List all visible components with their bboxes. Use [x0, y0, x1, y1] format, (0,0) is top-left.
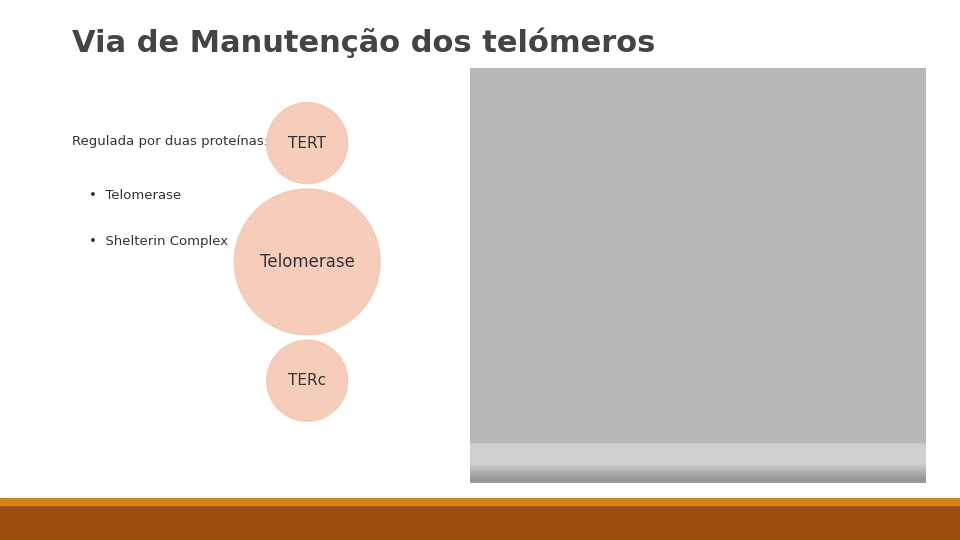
Bar: [470, 443, 926, 463]
Bar: [0, 500, 960, 540]
Bar: [470, 454, 926, 475]
Text: •  Shelterin Complex: • Shelterin Complex: [89, 235, 228, 248]
Bar: [470, 450, 926, 471]
Bar: [470, 451, 926, 472]
Bar: [0, 498, 960, 505]
Ellipse shape: [267, 340, 348, 421]
Bar: [470, 444, 926, 464]
Text: TERc: TERc: [288, 373, 326, 388]
Bar: [470, 447, 926, 468]
Text: TERT: TERT: [288, 136, 326, 151]
Bar: [470, 460, 926, 480]
Bar: [470, 449, 926, 470]
Text: Telomerase: Telomerase: [260, 253, 354, 271]
Bar: [470, 452, 926, 473]
Bar: [470, 455, 926, 476]
Ellipse shape: [267, 103, 348, 184]
Bar: [470, 462, 926, 482]
Text: •  Telomerase: • Telomerase: [89, 189, 181, 202]
Bar: [470, 68, 926, 483]
Bar: [470, 445, 926, 465]
Bar: [470, 461, 926, 481]
Bar: [470, 457, 926, 478]
Bar: [470, 453, 926, 474]
Bar: [470, 462, 926, 483]
Bar: [470, 458, 926, 479]
Bar: [470, 446, 926, 467]
Bar: [470, 448, 926, 469]
Text: Via de Manutenção dos telómeros: Via de Manutenção dos telómeros: [72, 27, 656, 57]
Ellipse shape: [234, 189, 380, 335]
Text: Regulada por duas proteínas:: Regulada por duas proteínas:: [72, 135, 268, 148]
Bar: [470, 456, 926, 477]
